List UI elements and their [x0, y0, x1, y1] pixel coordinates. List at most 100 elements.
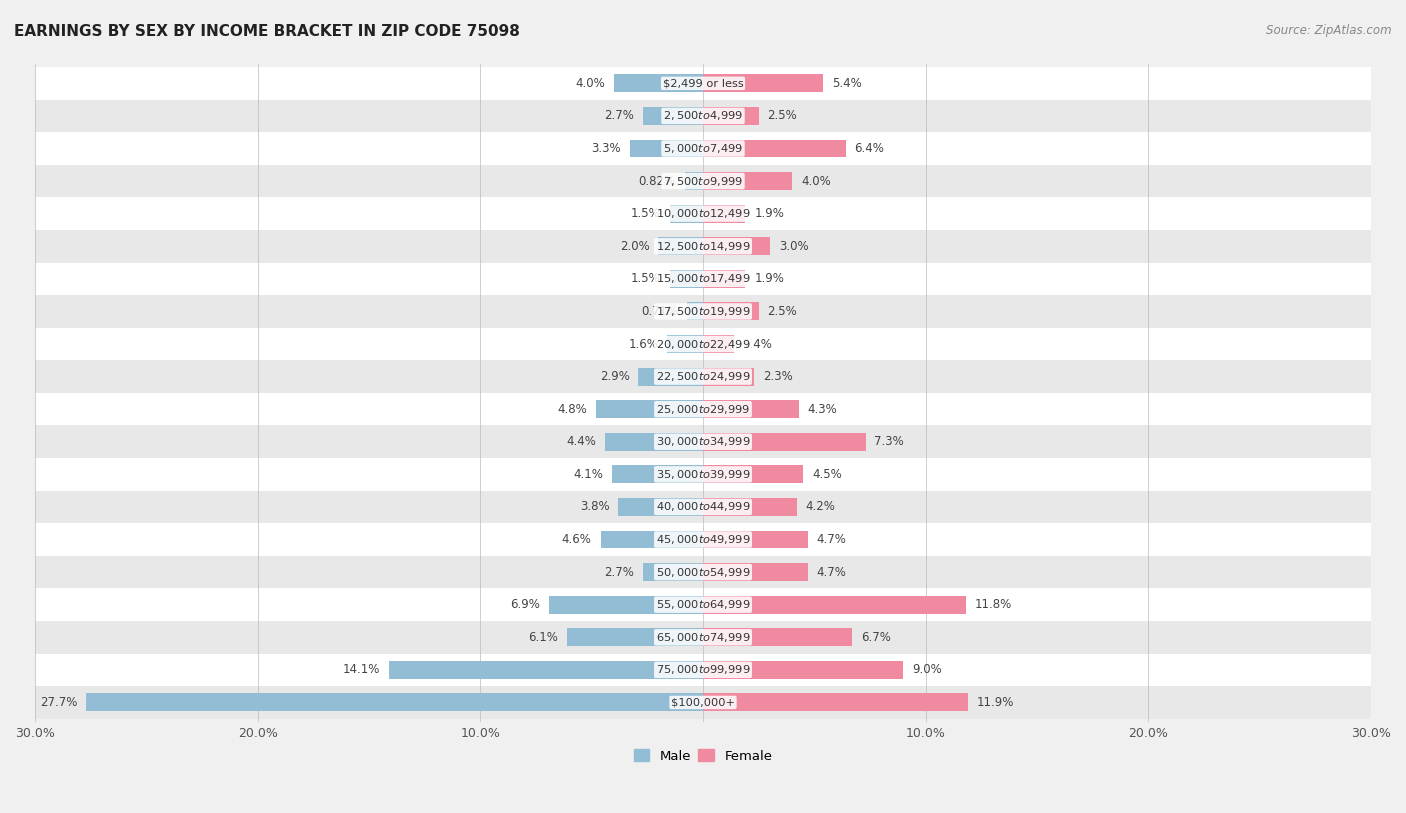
Bar	[35, 589, 1371, 621]
Bar	[35, 263, 1371, 295]
Text: 1.4%: 1.4%	[744, 337, 773, 350]
Bar	[35, 393, 1371, 425]
Bar	[703, 205, 745, 223]
Bar	[703, 661, 904, 679]
Text: $2,500 to $4,999: $2,500 to $4,999	[664, 110, 742, 123]
Bar	[685, 172, 703, 190]
Text: $25,000 to $29,999: $25,000 to $29,999	[655, 402, 751, 415]
Bar	[638, 367, 703, 385]
Bar	[703, 563, 807, 581]
Bar	[703, 433, 866, 450]
Bar	[550, 596, 703, 614]
Text: 1.6%: 1.6%	[628, 337, 658, 350]
Text: $12,500 to $14,999: $12,500 to $14,999	[655, 240, 751, 253]
Bar	[643, 563, 703, 581]
Bar	[643, 107, 703, 125]
Bar	[703, 270, 745, 288]
Bar	[35, 654, 1371, 686]
Bar	[630, 140, 703, 158]
Text: 2.9%: 2.9%	[599, 370, 630, 383]
Text: $100,000+: $100,000+	[671, 698, 735, 707]
Bar	[35, 295, 1371, 328]
Text: 2.3%: 2.3%	[763, 370, 793, 383]
Bar	[35, 198, 1371, 230]
Bar	[703, 237, 770, 255]
Text: 4.0%: 4.0%	[575, 77, 605, 89]
Text: 4.7%: 4.7%	[817, 533, 846, 546]
Bar	[703, 335, 734, 353]
Text: 1.9%: 1.9%	[754, 207, 785, 220]
Text: 4.5%: 4.5%	[813, 467, 842, 480]
Text: 4.8%: 4.8%	[557, 402, 588, 415]
Text: 11.8%: 11.8%	[974, 598, 1012, 611]
Bar	[703, 465, 803, 483]
Bar	[35, 524, 1371, 556]
Bar	[596, 400, 703, 418]
Text: $75,000 to $99,999: $75,000 to $99,999	[655, 663, 751, 676]
Text: $65,000 to $74,999: $65,000 to $74,999	[655, 631, 751, 644]
Text: 0.71%: 0.71%	[641, 305, 678, 318]
Bar	[703, 140, 845, 158]
Text: 3.3%: 3.3%	[591, 142, 620, 155]
Bar	[35, 621, 1371, 654]
Bar	[703, 367, 754, 385]
Bar	[35, 328, 1371, 360]
Text: $2,499 or less: $2,499 or less	[662, 78, 744, 89]
Text: Source: ZipAtlas.com: Source: ZipAtlas.com	[1267, 24, 1392, 37]
Bar	[35, 556, 1371, 589]
Bar	[619, 498, 703, 516]
Text: 4.0%: 4.0%	[801, 175, 831, 188]
Text: $5,000 to $7,499: $5,000 to $7,499	[664, 142, 742, 155]
Text: $40,000 to $44,999: $40,000 to $44,999	[655, 501, 751, 514]
Text: 2.5%: 2.5%	[768, 305, 797, 318]
Bar	[688, 302, 703, 320]
Bar	[35, 133, 1371, 165]
Text: 7.3%: 7.3%	[875, 435, 904, 448]
Legend: Male, Female: Male, Female	[628, 744, 778, 768]
Bar	[668, 335, 703, 353]
Bar	[86, 693, 703, 711]
Text: $30,000 to $34,999: $30,000 to $34,999	[655, 435, 751, 448]
Text: 4.3%: 4.3%	[807, 402, 838, 415]
Text: 2.7%: 2.7%	[605, 566, 634, 579]
Bar	[35, 490, 1371, 524]
Text: 1.9%: 1.9%	[754, 272, 785, 285]
Text: 4.6%: 4.6%	[562, 533, 592, 546]
Text: 3.0%: 3.0%	[779, 240, 808, 253]
Text: 6.9%: 6.9%	[510, 598, 540, 611]
Bar	[600, 531, 703, 549]
Text: 2.0%: 2.0%	[620, 240, 650, 253]
Text: 4.1%: 4.1%	[572, 467, 603, 480]
Text: $35,000 to $39,999: $35,000 to $39,999	[655, 467, 751, 480]
Text: 6.7%: 6.7%	[860, 631, 891, 644]
Text: 4.2%: 4.2%	[806, 501, 835, 514]
Bar	[669, 205, 703, 223]
Bar	[703, 596, 966, 614]
Text: 14.1%: 14.1%	[343, 663, 380, 676]
Bar	[35, 67, 1371, 100]
Text: $50,000 to $54,999: $50,000 to $54,999	[655, 566, 751, 579]
Text: $17,500 to $19,999: $17,500 to $19,999	[655, 305, 751, 318]
Text: $7,500 to $9,999: $7,500 to $9,999	[664, 175, 742, 188]
Bar	[389, 661, 703, 679]
Bar	[703, 107, 759, 125]
Bar	[703, 302, 759, 320]
Text: $15,000 to $17,499: $15,000 to $17,499	[655, 272, 751, 285]
Text: 2.5%: 2.5%	[768, 110, 797, 123]
Text: 27.7%: 27.7%	[39, 696, 77, 709]
Bar	[35, 100, 1371, 133]
Bar	[703, 400, 799, 418]
Bar	[658, 237, 703, 255]
Text: $22,500 to $24,999: $22,500 to $24,999	[655, 370, 751, 383]
Bar	[35, 165, 1371, 198]
Text: 6.4%: 6.4%	[855, 142, 884, 155]
Text: $45,000 to $49,999: $45,000 to $49,999	[655, 533, 751, 546]
Text: $10,000 to $12,499: $10,000 to $12,499	[655, 207, 751, 220]
Bar	[703, 172, 792, 190]
Bar	[669, 270, 703, 288]
Bar	[35, 458, 1371, 490]
Text: 6.1%: 6.1%	[529, 631, 558, 644]
Bar	[35, 230, 1371, 263]
Text: 4.7%: 4.7%	[817, 566, 846, 579]
Bar	[35, 425, 1371, 458]
